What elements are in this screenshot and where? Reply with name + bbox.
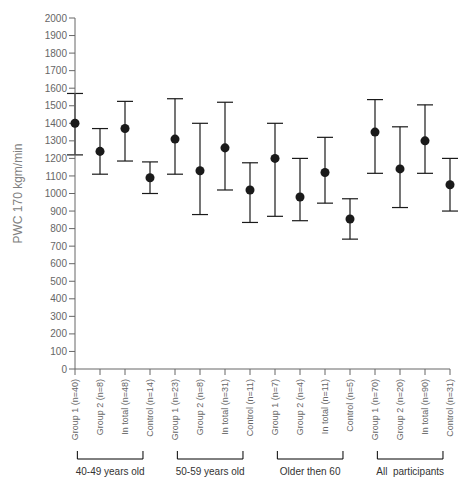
- svg-text:In total (n=11): In total (n=11): [320, 379, 330, 434]
- svg-text:1400: 1400: [45, 118, 68, 129]
- svg-text:1600: 1600: [45, 83, 68, 94]
- svg-text:1800: 1800: [45, 48, 68, 59]
- svg-text:Group 1 (n=7): Group 1 (n=7): [270, 379, 280, 435]
- svg-text:800: 800: [50, 223, 67, 234]
- svg-text:Control (n=11): Control (n=11): [245, 379, 255, 436]
- svg-text:In total (n=90): In total (n=90): [420, 379, 430, 435]
- svg-text:200: 200: [50, 328, 67, 339]
- svg-text:In total (n=48): In total (n=48): [120, 379, 130, 435]
- svg-text:1200: 1200: [45, 153, 68, 164]
- svg-text:1700: 1700: [45, 65, 68, 76]
- svg-text:Group 2 (n=4): Group 2 (n=4): [295, 379, 305, 435]
- svg-text:1900: 1900: [45, 30, 68, 41]
- svg-text:1000: 1000: [45, 188, 68, 199]
- svg-text:Group 2 (n=8): Group 2 (n=8): [95, 379, 105, 435]
- svg-text:Control (n=14): Control (n=14): [145, 379, 155, 437]
- svg-text:900: 900: [50, 206, 67, 217]
- svg-text:Control (n=31): Control (n=31): [445, 379, 455, 437]
- svg-text:1100: 1100: [45, 171, 67, 182]
- svg-text:0: 0: [61, 364, 67, 375]
- svg-text:Group 2 (n=20): Group 2 (n=20): [395, 379, 405, 440]
- svg-text:50-59 years old: 50-59 years old: [176, 466, 245, 477]
- svg-text:500: 500: [50, 276, 67, 287]
- svg-text:Group 2 (n=8): Group 2 (n=8): [195, 379, 205, 435]
- svg-text:Group 1 (n=70): Group 1 (n=70): [370, 379, 380, 440]
- svg-text:2000: 2000: [45, 13, 68, 24]
- svg-text:1500: 1500: [45, 100, 68, 111]
- svg-text:PWC 170 kgm/min: PWC 170 kgm/min: [11, 143, 25, 243]
- svg-text:40-49 years old: 40-49 years old: [76, 466, 145, 477]
- svg-text:Group 1 (n=40): Group 1 (n=40): [70, 379, 80, 440]
- svg-text:700: 700: [50, 241, 67, 252]
- svg-text:Older then 60: Older then 60: [280, 466, 341, 477]
- svg-text:Group 1 (n=23): Group 1 (n=23): [170, 379, 180, 440]
- svg-text:600: 600: [50, 258, 67, 269]
- svg-text:In total (n=31): In total (n=31): [220, 379, 230, 435]
- svg-text:400: 400: [50, 293, 67, 304]
- svg-text:Control (n=5): Control (n=5): [345, 379, 355, 432]
- svg-text:100: 100: [50, 346, 67, 357]
- svg-text:1300: 1300: [45, 135, 68, 146]
- svg-text:300: 300: [50, 311, 67, 322]
- svg-text:All participants: All participants: [376, 466, 444, 477]
